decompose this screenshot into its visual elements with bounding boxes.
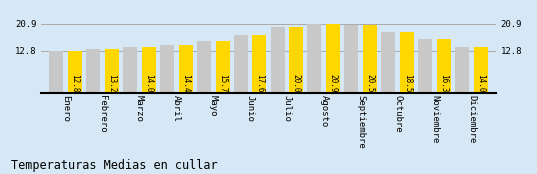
Bar (197, 41, 211, 93)
Text: 20.9: 20.9 (329, 74, 338, 92)
Bar (308, 24, 322, 93)
Text: 16.3: 16.3 (440, 74, 448, 92)
Text: 18.5: 18.5 (403, 74, 412, 92)
Bar (49, 51, 63, 93)
Text: 14.4: 14.4 (181, 74, 190, 92)
Bar (344, 25, 358, 93)
Bar (215, 41, 229, 93)
Bar (437, 39, 451, 93)
Bar (123, 47, 137, 93)
Text: Temperaturas Medias en cullar: Temperaturas Medias en cullar (11, 159, 217, 172)
Text: 15.7: 15.7 (218, 74, 227, 92)
Bar (159, 45, 174, 93)
Text: 14.0: 14.0 (476, 74, 485, 92)
Bar (363, 25, 378, 93)
Text: 12.8: 12.8 (70, 74, 79, 92)
Bar (289, 27, 303, 93)
Bar (252, 35, 266, 93)
Bar (179, 45, 193, 93)
Bar (234, 35, 248, 93)
Bar (455, 47, 469, 93)
Text: 20.5: 20.5 (366, 74, 375, 92)
Bar (474, 47, 488, 93)
Text: 13.2: 13.2 (107, 74, 116, 92)
Bar (400, 32, 414, 93)
Bar (326, 24, 340, 93)
Bar (86, 49, 100, 93)
Bar (271, 27, 285, 93)
Bar (418, 39, 432, 93)
Text: 14.0: 14.0 (144, 74, 153, 92)
Text: 17.6: 17.6 (255, 74, 264, 92)
Bar (142, 47, 156, 93)
Bar (381, 32, 395, 93)
Bar (68, 51, 82, 93)
Bar (105, 49, 119, 93)
Text: 20.0: 20.0 (292, 74, 301, 92)
